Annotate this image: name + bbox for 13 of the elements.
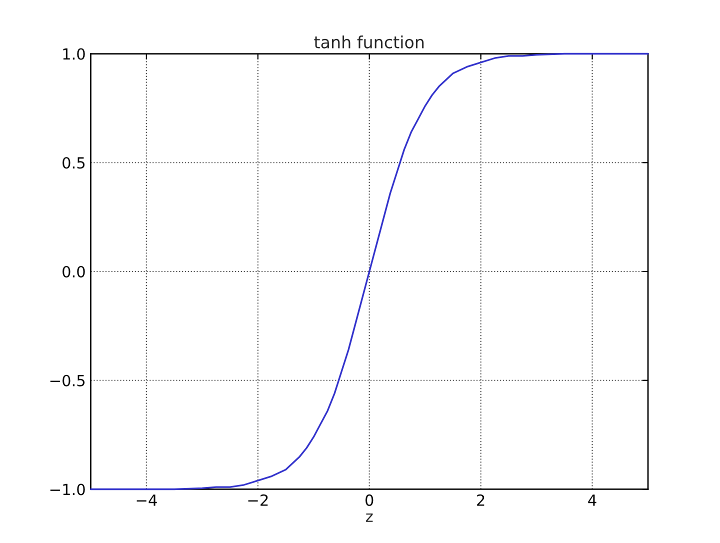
y-tick-label: 0.0 bbox=[62, 266, 85, 278]
y-tick-label: 0.5 bbox=[62, 157, 85, 169]
x-tick-label: −2 bbox=[248, 494, 268, 506]
x-tick-label: −4 bbox=[136, 494, 157, 506]
line-series bbox=[90, 52, 649, 490]
x-axis-title: z bbox=[366, 514, 373, 522]
y-tick-label: 1.0 bbox=[63, 48, 85, 60]
x-tick-label: 0 bbox=[366, 494, 374, 506]
chart-title: tanh function bbox=[314, 36, 424, 48]
y-tick-label: −1.0 bbox=[50, 484, 85, 496]
x-tick-label: 4 bbox=[588, 494, 596, 506]
x-tick-label: 2 bbox=[477, 494, 484, 506]
y-tick-label: −0.5 bbox=[50, 374, 85, 386]
